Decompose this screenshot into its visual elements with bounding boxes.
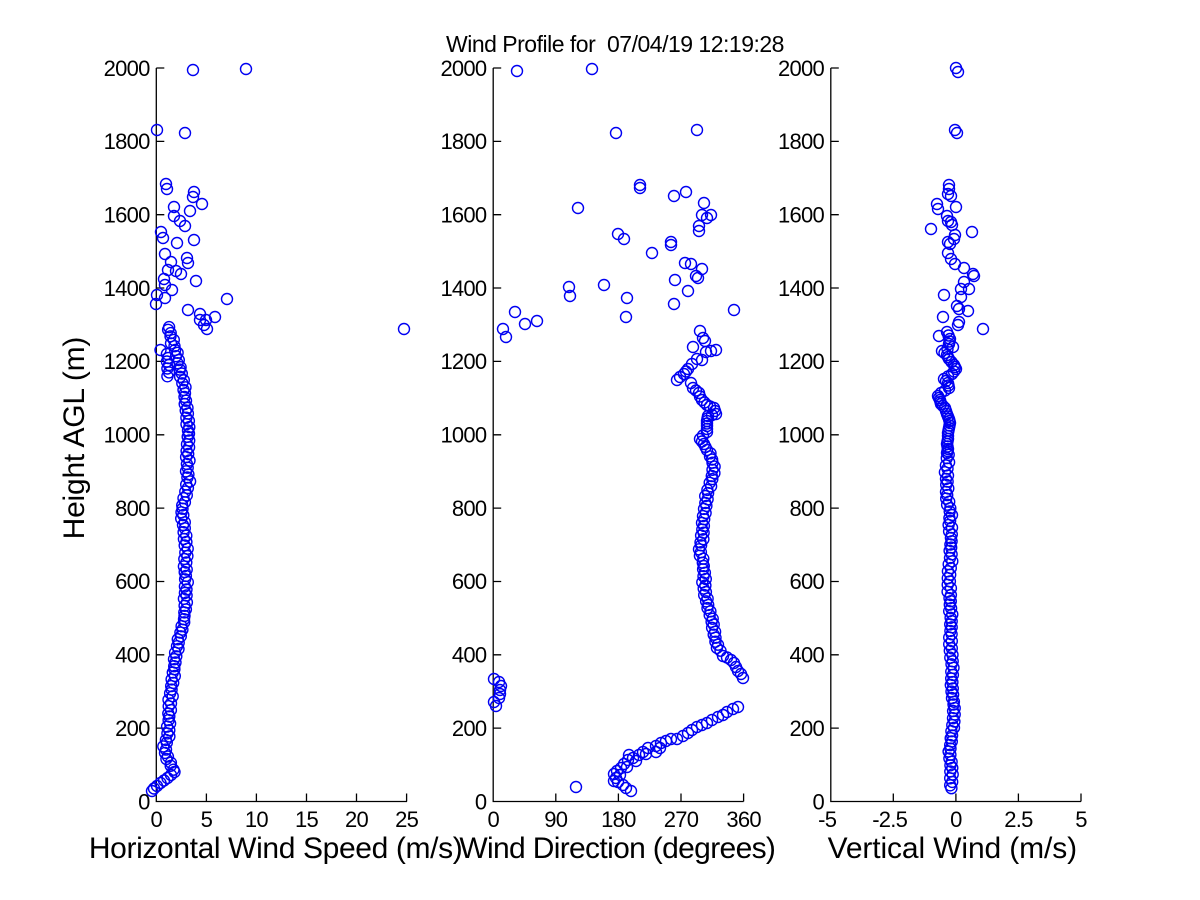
svg-text:1800: 1800 [440, 129, 486, 154]
svg-text:2000: 2000 [104, 56, 150, 81]
svg-text:600: 600 [790, 569, 825, 594]
svg-text:20: 20 [345, 807, 368, 832]
svg-text:400: 400 [790, 643, 825, 668]
svg-text:400: 400 [452, 643, 487, 668]
svg-text:1000: 1000 [104, 423, 150, 448]
svg-text:Height AGL (m): Height AGL (m) [58, 337, 91, 540]
svg-text:600: 600 [115, 569, 150, 594]
svg-text:2000: 2000 [778, 56, 824, 81]
svg-text:0: 0 [151, 807, 163, 832]
svg-text:200: 200 [790, 716, 825, 741]
svg-text:5: 5 [201, 807, 213, 832]
svg-text:-5: -5 [818, 807, 837, 832]
svg-text:200: 200 [452, 716, 487, 741]
svg-text:0: 0 [950, 807, 962, 832]
svg-text:-2.5: -2.5 [872, 807, 907, 832]
svg-text:1600: 1600 [104, 203, 150, 228]
svg-text:1600: 1600 [778, 203, 824, 228]
svg-text:600: 600 [452, 569, 487, 594]
svg-text:1600: 1600 [440, 203, 486, 228]
svg-text:Wind Profile for 07/04/19 12:: Wind Profile for 07/04/19 12:19:28 [446, 31, 784, 57]
svg-text:0: 0 [813, 789, 825, 814]
svg-text:1000: 1000 [778, 423, 824, 448]
svg-text:1000: 1000 [440, 423, 486, 448]
svg-text:15: 15 [295, 807, 318, 832]
svg-text:Vertical Wind (m/s): Vertical Wind (m/s) [828, 832, 1077, 865]
svg-text:180: 180 [601, 807, 636, 832]
svg-text:25: 25 [395, 807, 418, 832]
svg-text:0: 0 [475, 789, 487, 814]
svg-text:1200: 1200 [104, 349, 150, 374]
svg-text:1400: 1400 [104, 276, 150, 301]
svg-text:800: 800 [790, 496, 825, 521]
svg-text:2000: 2000 [440, 56, 486, 81]
svg-text:0: 0 [487, 807, 499, 832]
svg-text:270: 270 [664, 807, 699, 832]
svg-text:10: 10 [245, 807, 268, 832]
svg-text:200: 200 [115, 716, 150, 741]
svg-text:360: 360 [726, 807, 761, 832]
svg-text:1400: 1400 [778, 276, 824, 301]
svg-text:1200: 1200 [440, 349, 486, 374]
svg-text:800: 800 [115, 496, 150, 521]
svg-text:90: 90 [544, 807, 567, 832]
svg-text:0: 0 [138, 789, 150, 814]
svg-text:1800: 1800 [104, 129, 150, 154]
svg-text:2.5: 2.5 [1004, 807, 1033, 832]
svg-text:1800: 1800 [778, 129, 824, 154]
svg-text:1200: 1200 [778, 349, 824, 374]
svg-text:Horizontal Wind Speed (m/s): Horizontal Wind Speed (m/s) [89, 832, 462, 865]
svg-text:Wind Direction (degrees): Wind Direction (degrees) [459, 832, 775, 865]
svg-text:400: 400 [115, 643, 150, 668]
svg-text:1400: 1400 [440, 276, 486, 301]
svg-text:800: 800 [452, 496, 487, 521]
svg-text:5: 5 [1075, 807, 1087, 832]
